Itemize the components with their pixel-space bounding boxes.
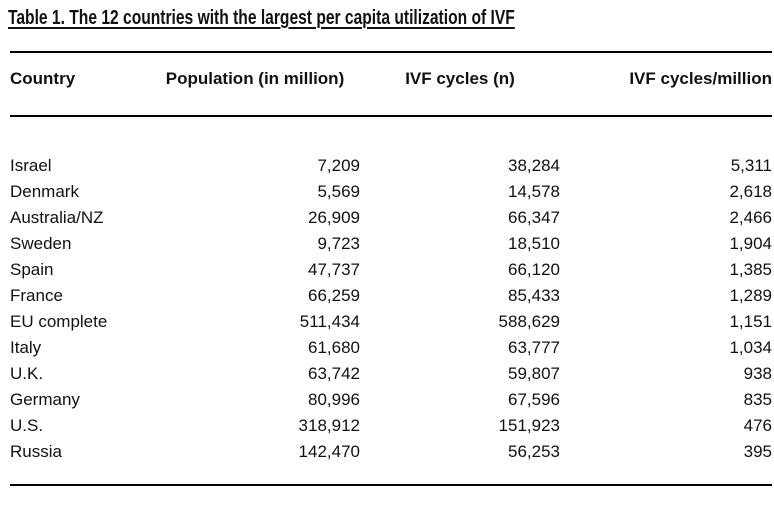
table-row: Australia/NZ 26,909 66,347 2,466 [10,205,772,231]
table-row: EU complete 511,434 588,629 1,151 [10,309,772,335]
cell-country: U.S. [10,416,44,435]
cell-country: U.K. [10,364,44,383]
cell-country: France [10,286,63,305]
cell-ivf-cycles: 38,284 [508,156,560,175]
col-header-population: Population (in million) [150,51,360,117]
cell-cycles-per-million: 2,466 [729,208,772,227]
cell-ivf-cycles: 85,433 [508,286,560,305]
cell-country: Australia/NZ [10,208,104,227]
cell-population: 47,737 [308,260,360,279]
cell-ivf-cycles: 66,120 [508,260,560,279]
cell-cycles-per-million: 1,034 [729,338,772,357]
cell-population: 511,434 [299,312,360,331]
cell-ivf-cycles: 56,253 [360,439,560,486]
cell-population: 80,996 [308,390,360,409]
cell-country: Germany [10,390,80,409]
cell-country: Sweden [10,234,72,253]
col-header-country: Country [10,51,150,117]
cell-cycles-per-million: 5,311 [730,156,772,175]
cell-cycles-per-million: 938 [743,364,772,383]
cell-country: Israel [10,156,52,175]
cell-cycles-per-million: 395 [560,439,772,486]
cell-ivf-cycles: 59,807 [508,364,560,383]
cell-cycles-per-million: 835 [743,390,772,409]
table-row: France 66,259 85,433 1,289 [10,283,772,309]
cell-population: 142,470 [150,439,360,486]
col-header-cycles-per-million: IVF cycles/million [560,51,772,117]
cell-population: 61,680 [308,338,360,357]
cell-country: Denmark [10,182,79,201]
cell-ivf-cycles: 67,596 [508,390,560,409]
cell-population: 5,569 [317,182,360,201]
table-title: Table 1. The 12 countries with the large… [8,7,515,29]
cell-ivf-cycles: 63,777 [508,338,560,357]
cell-ivf-cycles: 588,629 [498,312,560,331]
cell-population: 7,209 [317,156,360,175]
cell-population: 26,909 [308,208,360,227]
table-row: Israel 7,209 38,284 5,311 [10,116,772,179]
cell-population: 63,742 [308,364,360,383]
cell-country: Italy [10,338,42,357]
table-row: Spain 47,737 66,120 1,385 [10,257,772,283]
table-row: U.S. 318,912 151,923 476 [10,413,772,439]
cell-ivf-cycles: 66,347 [508,208,560,227]
cell-population: 66,259 [308,286,360,305]
cell-population: 318,912 [298,416,360,435]
cell-cycles-per-million: 2,618 [729,182,772,201]
table-row: U.K. 63,742 59,807 938 [10,361,772,387]
cell-cycles-per-million: 1,151 [729,312,772,331]
cell-ivf-cycles: 151,923 [498,416,560,435]
cell-country: EU complete [10,312,108,331]
cell-country: Russia [10,439,150,486]
table-row: Germany 80,996 67,596 835 [10,387,772,413]
cell-cycles-per-million: 1,385 [729,260,772,279]
header-row: Country Population (in million) IVF cycl… [10,51,772,117]
cell-cycles-per-million: 1,904 [729,234,772,253]
cell-ivf-cycles: 14,578 [508,182,560,201]
table-row: Russia 142,470 56,253 395 [10,439,772,486]
table-row: Italy 61,680 63,777 1,034 [10,335,772,361]
ivf-utilization-table: Country Population (in million) IVF cycl… [10,51,772,486]
paper-table-figure: Table 1. The 12 countries with the large… [0,7,774,513]
cell-country: Spain [10,260,54,279]
table-row: Sweden 9,723 18,510 1,904 [10,231,772,257]
cell-cycles-per-million: 476 [743,416,772,435]
cell-population: 9,723 [317,234,360,253]
cell-ivf-cycles: 18,510 [508,234,560,253]
table-row: Denmark 5,569 14,578 2,618 [10,179,772,205]
col-header-ivf-cycles: IVF cycles (n) [360,51,560,117]
cell-cycles-per-million: 1,289 [729,286,772,305]
